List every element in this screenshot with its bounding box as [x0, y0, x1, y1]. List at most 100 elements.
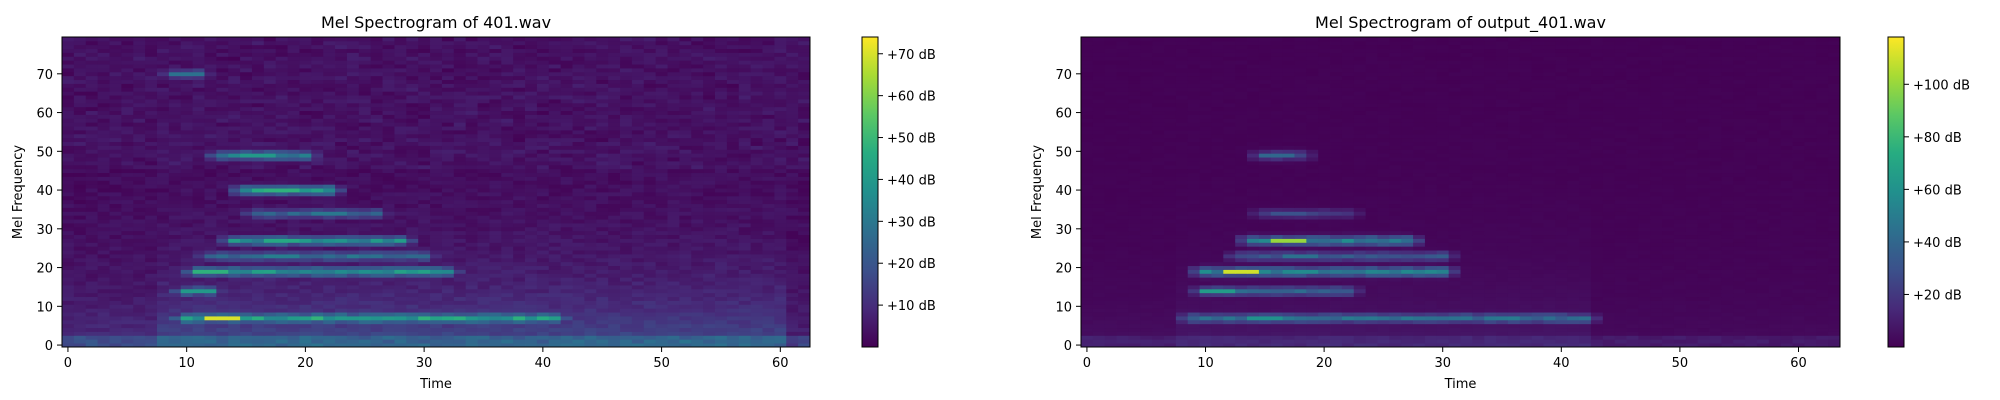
heatmap-cell	[204, 141, 217, 146]
heatmap-cell	[798, 269, 810, 274]
heatmap-cell	[430, 91, 443, 96]
heatmap-cell	[513, 188, 526, 193]
heatmap-cell	[121, 296, 134, 301]
heatmap-cell	[192, 211, 205, 216]
heatmap-cell	[643, 75, 657, 81]
heatmap-cell	[715, 312, 728, 317]
heatmap-cell	[216, 285, 229, 290]
heatmap-cell	[382, 331, 395, 336]
heatmap-cell	[774, 180, 787, 185]
heatmap-cell	[240, 99, 253, 104]
heatmap-cell	[465, 343, 478, 347]
heatmap-cell	[465, 238, 478, 243]
heatmap-cell	[536, 149, 550, 154]
heatmap-cell	[691, 195, 704, 201]
heatmap-cell	[418, 106, 431, 112]
heatmap-cell	[596, 288, 609, 294]
heatmap-cell	[441, 226, 455, 232]
heatmap-cell	[335, 102, 348, 108]
heatmap-cell	[726, 40, 740, 46]
heatmap-cell	[762, 164, 775, 170]
heatmap-cell	[346, 83, 360, 88]
heatmap-cell	[655, 207, 668, 212]
heatmap-cell	[774, 319, 787, 325]
heatmap-cell	[275, 60, 288, 65]
heatmap-cell	[180, 195, 193, 201]
heatmap-cell	[192, 288, 205, 294]
heatmap-cell	[560, 281, 573, 286]
heatmap-cell	[311, 257, 324, 263]
heatmap-cell	[85, 211, 99, 216]
heatmap-cell	[156, 168, 170, 174]
heatmap-cell	[643, 184, 657, 189]
heatmap-cell	[453, 273, 467, 278]
heatmap-cell	[477, 269, 490, 274]
heatmap-cell	[73, 234, 87, 239]
heatmap-cell	[501, 99, 514, 104]
heatmap-cell	[133, 327, 146, 332]
heatmap-cell	[240, 48, 253, 53]
heatmap-cell	[430, 180, 443, 185]
heatmap-cell	[489, 242, 502, 247]
heatmap-cell	[726, 95, 740, 100]
heatmap-cell	[536, 48, 550, 53]
heatmap-cell	[525, 281, 538, 286]
heatmap-cell	[465, 52, 478, 57]
heatmap-cell	[691, 99, 704, 104]
heatmap-cell	[299, 149, 312, 154]
heatmap-cell	[762, 106, 775, 112]
heatmap-cell	[228, 188, 241, 193]
heatmap-cell	[643, 288, 657, 294]
heatmap-cell	[441, 288, 455, 294]
heatmap-cell	[97, 83, 110, 88]
heatmap-cell	[560, 273, 573, 278]
heatmap-cell	[726, 265, 740, 270]
heatmap-cell	[643, 79, 657, 84]
heatmap-cell	[204, 161, 217, 166]
heatmap-cell	[394, 137, 407, 143]
heatmap-cell	[228, 157, 241, 162]
heatmap-cell	[358, 133, 372, 139]
heatmap-cell	[774, 168, 787, 174]
heatmap-cell	[762, 219, 775, 224]
heatmap-cell	[525, 79, 538, 84]
heatmap-cell	[406, 64, 419, 69]
heatmap-cell	[418, 273, 431, 278]
heatmap-cell	[204, 188, 217, 193]
heatmap-cell	[465, 79, 478, 84]
heatmap-cell	[643, 292, 657, 298]
heatmap-cell	[655, 102, 668, 108]
heatmap-cell	[156, 95, 170, 100]
heatmap-cell	[275, 184, 288, 189]
heatmap-cell	[73, 56, 87, 61]
heatmap-cell	[287, 261, 300, 267]
heatmap-cell	[133, 323, 146, 329]
heatmap-cell	[109, 281, 122, 286]
heatmap-cell	[311, 161, 324, 166]
heatmap-cell	[513, 203, 526, 208]
heatmap-cell	[156, 114, 170, 119]
heatmap-cell	[786, 304, 799, 309]
heatmap-cell	[251, 234, 265, 239]
heatmap-cell	[489, 323, 502, 329]
heatmap-cell	[548, 319, 562, 325]
heatmap-cell	[216, 184, 229, 189]
heatmap-cell	[73, 118, 87, 123]
heatmap-cell	[430, 254, 443, 259]
heatmap-cell	[358, 106, 372, 112]
heatmap-cell	[168, 269, 182, 274]
heatmap-cell	[145, 130, 158, 135]
heatmap-cell	[489, 195, 502, 201]
heatmap-cell	[596, 192, 609, 197]
heatmap-cell	[501, 40, 514, 46]
heatmap-cell	[299, 164, 312, 170]
heatmap-cell	[97, 192, 110, 197]
heatmap-cell	[620, 137, 633, 143]
heatmap-cell	[726, 223, 740, 228]
heatmap-cell	[62, 273, 75, 278]
heatmap-cell	[620, 250, 633, 255]
heatmap-cell	[382, 327, 395, 332]
heatmap-cell	[513, 87, 526, 92]
heatmap-cell	[335, 52, 348, 57]
heatmap-cell	[513, 292, 526, 298]
